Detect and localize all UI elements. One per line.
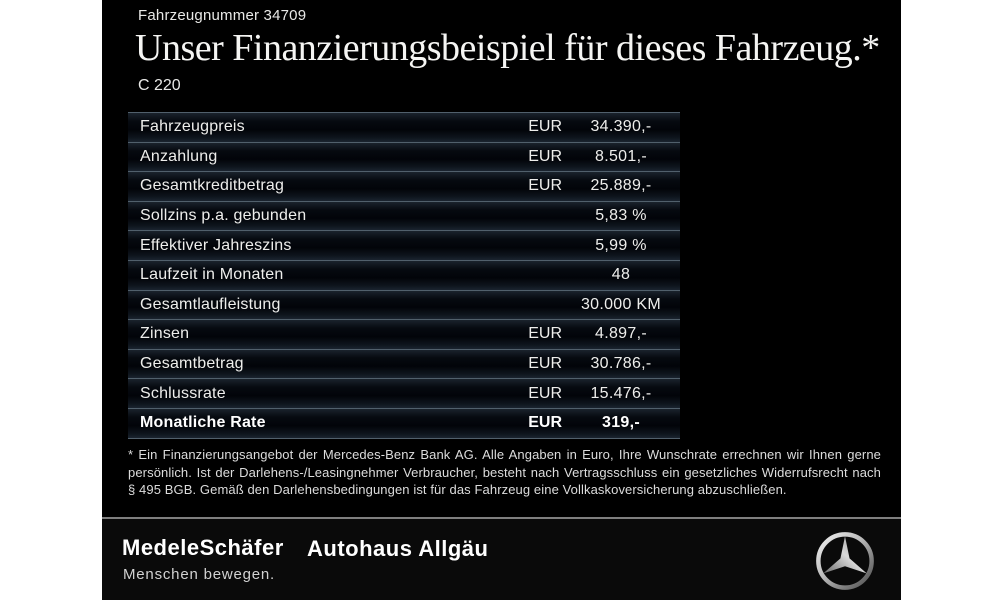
row-value: 8.501,- [595, 147, 647, 165]
finance-card: Fahrzeugnummer 34709 Unser Finanzierungs… [102, 0, 901, 600]
three-pointed-star [823, 536, 867, 574]
row-label: Gesamtbetrag [140, 355, 244, 373]
row-label: Gesamtkreditbetrag [140, 177, 285, 195]
row-label: Anzahlung [140, 147, 218, 165]
vehicle-number: Fahrzeugnummer 34709 [138, 7, 307, 24]
table-row: Anzahlung EUR 8.501,- [128, 142, 680, 173]
model-name: C 220 [138, 77, 181, 94]
table-row: Monatliche Rate EUR 319,- [128, 408, 680, 439]
page-title: Unser Finanzierungsbeispiel für dieses F… [135, 27, 880, 69]
dealer-logo-medele: MedeleSchäfer [122, 535, 284, 560]
table-row: Zinsen EUR 4.897,- [128, 320, 680, 350]
row-currency: EUR [528, 177, 562, 195]
row-currency: EUR [528, 147, 562, 165]
row-value: 48 [611, 266, 631, 284]
row-label: Sollzins p.a. gebunden [140, 207, 307, 225]
row-value: 319,- [602, 414, 640, 432]
mercedes-star-icon [816, 532, 874, 590]
row-value: 25.889,- [590, 177, 652, 195]
dealer-logo-autohaus: Autohaus Allgäu [307, 536, 489, 561]
table-row: Laufzeit in Monaten 48 [128, 260, 680, 291]
row-value: 30.786,- [590, 355, 652, 373]
table-row: Sollzins p.a. gebunden 5,83 % [128, 201, 680, 232]
row-value: 5,99 % [595, 236, 647, 254]
table-row: Gesamtlaufleistung 30.000 KM [128, 290, 680, 321]
row-currency: EUR [528, 118, 562, 136]
footer: MedeleSchäfer Menschen bewegen. Autohaus… [102, 517, 901, 600]
row-currency: EUR [528, 384, 562, 402]
row-value: 34.390,- [590, 118, 652, 136]
row-currency: EUR [528, 414, 562, 432]
row-label: Gesamtlaufleistung [140, 295, 281, 313]
table-row: Fahrzeugpreis EUR 34.390,- [128, 113, 680, 143]
row-label: Laufzeit in Monaten [140, 266, 284, 284]
star-ring [816, 532, 874, 590]
row-value: 4.897,- [595, 325, 647, 343]
dealer-tagline: Menschen bewegen. [123, 566, 276, 583]
table-row: Gesamtkreditbetrag EUR 25.889,- [128, 172, 680, 202]
row-currency: EUR [528, 325, 562, 343]
table-row: Gesamtbetrag EUR 30.786,- [128, 349, 680, 380]
row-label: Monatliche Rate [140, 414, 266, 432]
row-label: Zinsen [140, 325, 190, 343]
table-row: Effektiver Jahreszins 5,99 % [128, 231, 680, 261]
row-label: Effektiver Jahreszins [140, 236, 292, 254]
row-currency: EUR [528, 355, 562, 373]
row-label: Fahrzeugpreis [140, 118, 245, 136]
finance-table: Fahrzeugpreis EUR 34.390,- Anzahlung EUR… [128, 112, 680, 439]
row-value: 15.476,- [590, 384, 652, 402]
row-label: Schlussrate [140, 384, 226, 402]
row-value: 30.000 KM [580, 295, 662, 313]
disclaimer-text: * Ein Finanzierungsangebot der Mercedes-… [128, 447, 881, 497]
row-value: 5,83 % [595, 207, 647, 225]
table-row: Schlussrate EUR 15.476,- [128, 379, 680, 409]
